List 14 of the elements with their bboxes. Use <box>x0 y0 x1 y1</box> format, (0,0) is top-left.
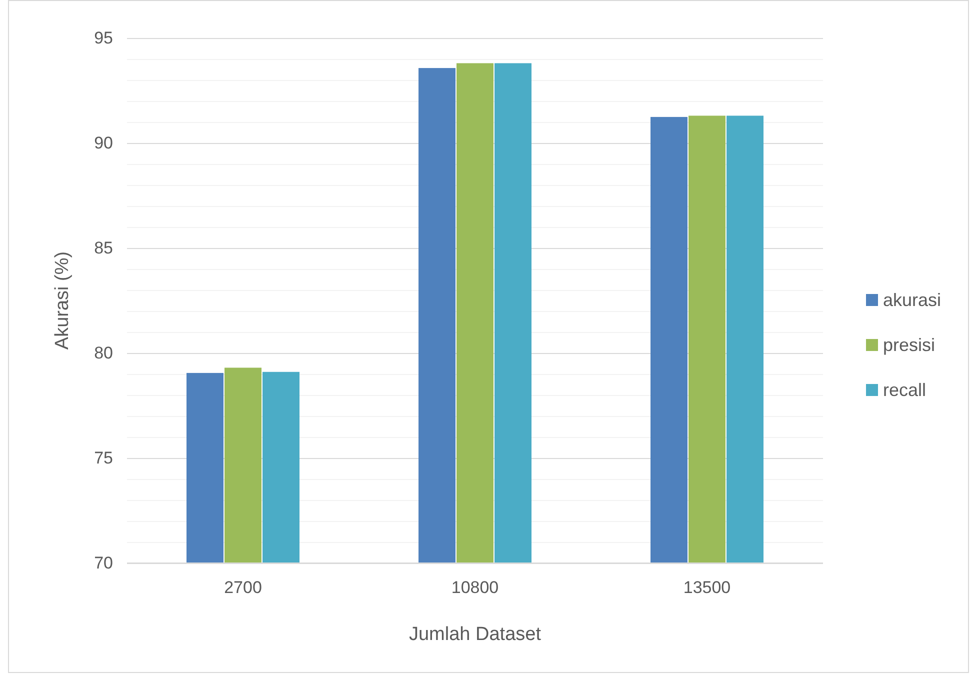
legend-label: recall <box>883 380 926 400</box>
y-tick-label: 80 <box>94 343 113 362</box>
y-tick-label: 75 <box>94 448 113 468</box>
x-tick-label: 10800 <box>451 578 499 598</box>
legend-label: presisi <box>883 335 936 355</box>
legend-label: akurasi <box>883 290 942 310</box>
y-axis-title: Akurasi (%) <box>52 251 73 350</box>
y-tick-label: 90 <box>94 133 113 152</box>
x-tick-label: 13500 <box>683 578 731 598</box>
y-tick-label: 95 <box>94 28 113 48</box>
y-tick-label: 85 <box>94 238 113 258</box>
x-axis-title: Jumlah Dataset <box>408 624 542 645</box>
x-tick-label: 2700 <box>224 578 262 598</box>
y-tick-label: 70 <box>94 553 113 572</box>
